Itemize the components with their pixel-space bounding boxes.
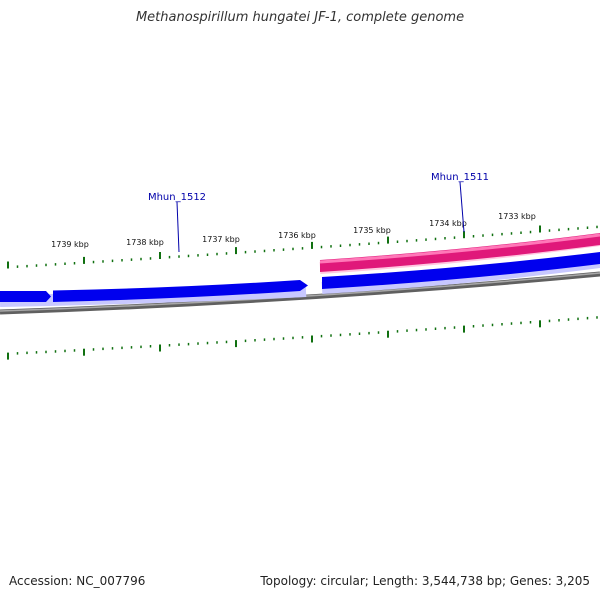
accession-text: Accession: NC_007796: [9, 574, 146, 588]
gene-arrow-highlight-band: [319, 233, 600, 264]
kbp-label: 1735 kbp: [353, 226, 391, 235]
kbp-label: 1739 kbp: [51, 240, 89, 249]
kbp-label: 1738 kbp: [126, 238, 164, 247]
gene-label-mhun-1511[interactable]: Mhun_1511: [431, 172, 489, 183]
kbp-label: 1736 kbp: [278, 231, 316, 240]
gene-leader-line: [176, 201, 180, 253]
map-title: Methanospirillum hungatei JF-1, complete…: [135, 10, 465, 25]
gene-leader-line: [459, 181, 465, 233]
gene-arrow-left-fragment: [0, 291, 51, 302]
upper-tick-ruler: [7, 225, 598, 269]
kbp-label: 1733 kbp: [498, 212, 536, 221]
genome-backbone: [0, 271, 600, 315]
lower-tick-ruler: [7, 316, 598, 360]
gene-arrow-mhun-1512: [53, 280, 308, 302]
kbp-label: 1734 kbp: [429, 219, 467, 228]
gene-label-mhun-1512[interactable]: Mhun_1512: [148, 192, 206, 203]
kbp-label: 1737 kbp: [202, 235, 240, 244]
gene-arrow-mhun-1511-forward: [322, 252, 600, 289]
genome-summary-text: Topology: circular; Length: 3,544,738 bp…: [260, 574, 590, 588]
